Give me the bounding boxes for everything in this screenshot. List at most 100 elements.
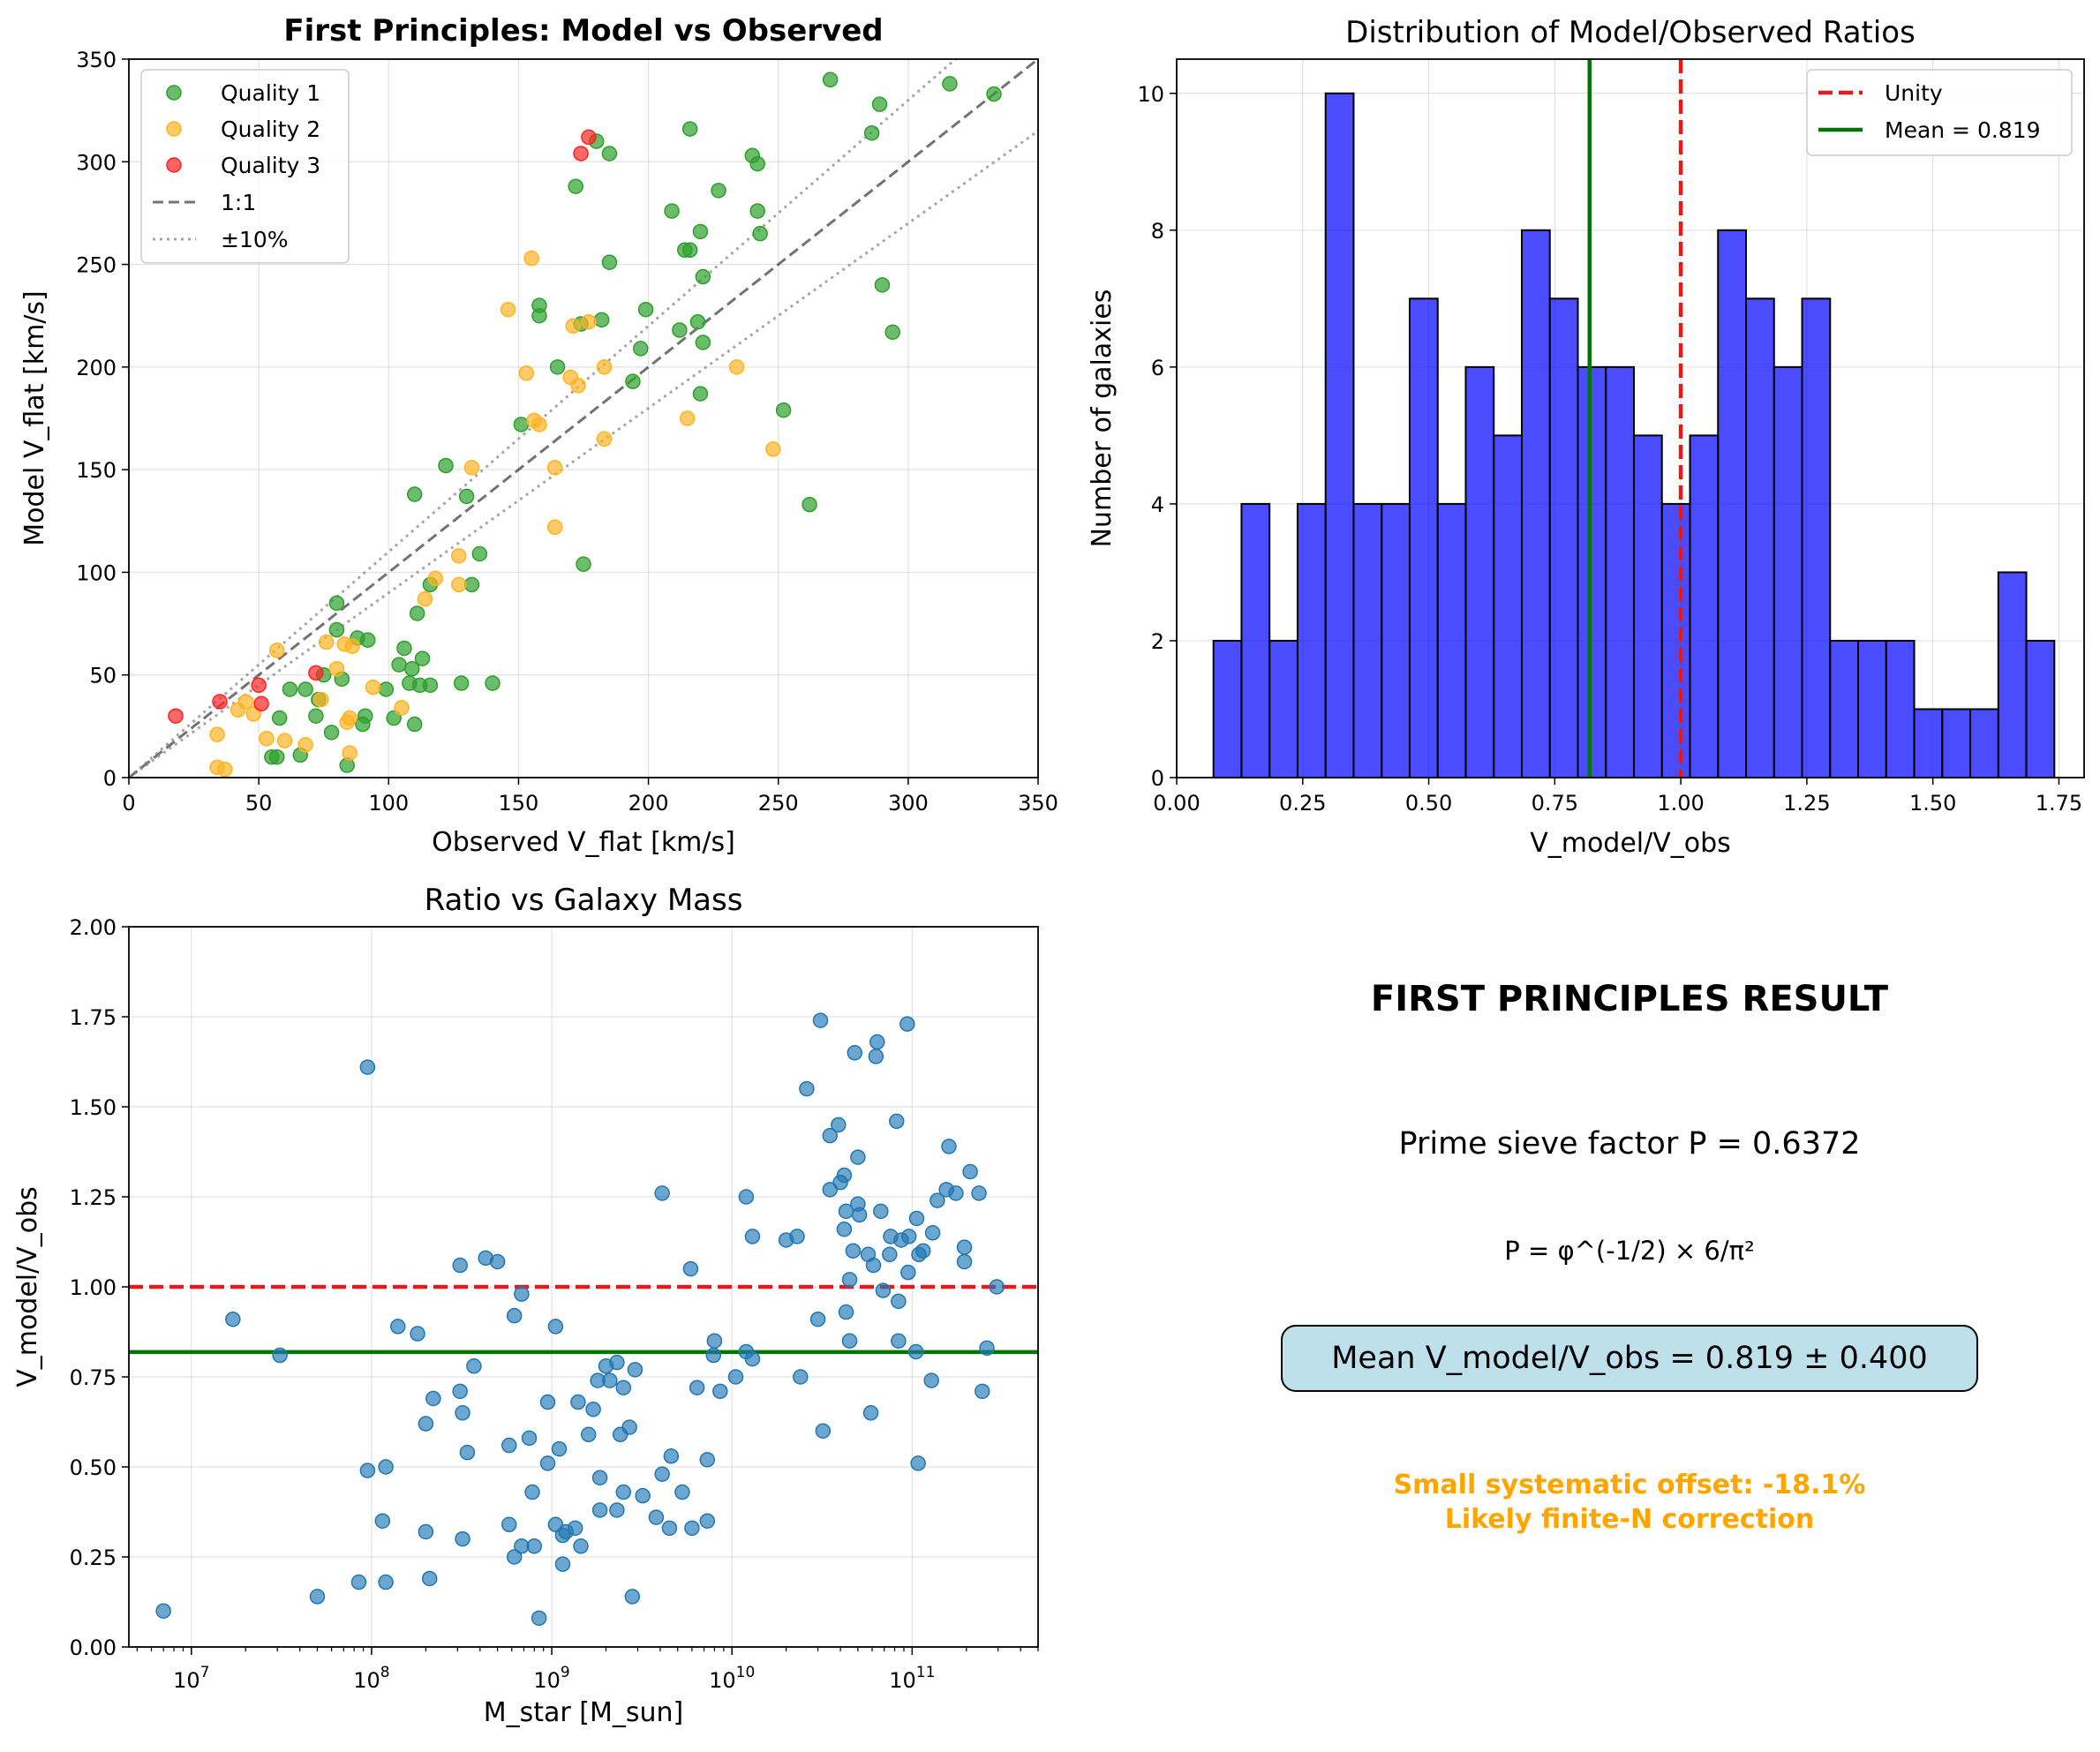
data-point — [863, 124, 880, 141]
data-point — [836, 1167, 853, 1184]
data-point — [663, 1448, 680, 1464]
data-point — [924, 1225, 941, 1241]
data-point — [942, 76, 958, 92]
data-point — [318, 634, 335, 650]
histogram-bar — [1745, 297, 1775, 779]
data-point — [674, 1484, 690, 1500]
data-point — [268, 748, 285, 765]
data-point — [489, 1253, 506, 1270]
data-point — [272, 1347, 288, 1364]
data-point — [526, 1538, 543, 1554]
histogram-bar — [1632, 434, 1663, 778]
histogram-bar — [1941, 708, 1972, 779]
x-tick-label: 1.50 — [1909, 791, 1956, 816]
y-tick-label: 250 — [76, 253, 117, 278]
legend-frame — [140, 69, 350, 264]
data-point — [406, 716, 423, 733]
histogram-bar — [1268, 639, 1298, 779]
plot-frame — [128, 58, 1039, 778]
data-point — [809, 1311, 826, 1327]
data-point — [308, 708, 324, 724]
x-tick-base: 10 — [533, 1668, 561, 1693]
histogram-bar — [1857, 639, 1887, 779]
data-point — [450, 548, 467, 564]
histogram-bar — [1801, 297, 1832, 779]
data-point — [689, 313, 706, 330]
data-point — [749, 155, 765, 172]
data-point — [406, 486, 423, 502]
data-point — [900, 1264, 916, 1281]
data-point — [841, 1333, 858, 1349]
data-point — [418, 1523, 434, 1540]
x-tick-label: 250 — [758, 791, 799, 816]
data-point — [862, 1405, 879, 1421]
data-point — [831, 1117, 847, 1133]
summary-note-line2: Likely finite-N correction — [1445, 1504, 1814, 1535]
data-point — [568, 178, 583, 194]
data-point — [359, 1059, 376, 1075]
data-point — [237, 694, 254, 710]
data-point — [374, 1513, 391, 1529]
data-point — [409, 605, 425, 621]
x-tick-label: 200 — [628, 791, 669, 816]
histogram-bar — [1969, 708, 1999, 779]
data-point — [869, 1034, 885, 1050]
data-point — [601, 146, 618, 162]
data-point — [711, 183, 726, 199]
data-point — [845, 1243, 862, 1259]
data-point — [602, 1372, 618, 1388]
x-axis-label: Observed V_flat [km/s] — [432, 827, 735, 858]
data-point — [705, 1347, 722, 1364]
data-point — [463, 460, 480, 476]
data-point — [738, 1189, 755, 1205]
data-point — [986, 86, 1002, 102]
data-point — [873, 1203, 889, 1220]
data-point — [554, 1556, 571, 1572]
data-point — [625, 373, 641, 389]
data-point — [365, 679, 381, 696]
x-tick-base: 10 — [353, 1668, 380, 1693]
data-point — [591, 1470, 608, 1485]
data-point — [328, 595, 345, 612]
data-point — [391, 657, 407, 673]
data-point — [209, 726, 225, 742]
data-point — [452, 1257, 468, 1274]
data-point — [466, 1358, 482, 1374]
data-point — [601, 254, 618, 270]
data-point — [539, 1455, 556, 1471]
data-point — [394, 700, 410, 716]
data-point — [661, 1520, 678, 1537]
data-point — [615, 1380, 632, 1395]
x-tick-label: 0.75 — [1532, 791, 1578, 816]
data-point — [328, 621, 345, 638]
panel-model-vs-observed: 0 50 100 150 200 250 300 350 0 50 100 150 200 250 300 3… — [19, 13, 1058, 858]
data-point — [841, 1272, 858, 1288]
histogram-bar — [1885, 639, 1916, 779]
data-point — [679, 410, 696, 426]
histogram-bar — [1520, 229, 1551, 778]
data-point — [822, 1127, 838, 1144]
y-tick-label: 1.50 — [70, 1095, 117, 1120]
legend-label: Quality 3 — [221, 153, 320, 178]
data-point — [591, 1502, 608, 1518]
data-point — [915, 1243, 931, 1259]
data-point — [632, 341, 649, 357]
x-tick-label: 1.25 — [1783, 791, 1830, 816]
data-point — [822, 1182, 838, 1198]
x-tick-label: 109 — [533, 1664, 569, 1693]
data-point — [359, 1463, 376, 1478]
histogram-bar — [1381, 502, 1411, 779]
data-point — [609, 1502, 625, 1518]
data-point — [681, 121, 698, 137]
x-tick-label: 1.00 — [1657, 791, 1704, 816]
data-point — [989, 1279, 1005, 1295]
plot-frame — [128, 926, 1039, 1648]
data-point — [727, 1369, 744, 1385]
histogram-bar — [1577, 365, 1607, 778]
data-point — [799, 1080, 815, 1097]
data-point — [438, 457, 454, 474]
data-point — [521, 1430, 538, 1447]
data-point — [427, 570, 444, 587]
data-point — [328, 660, 345, 677]
